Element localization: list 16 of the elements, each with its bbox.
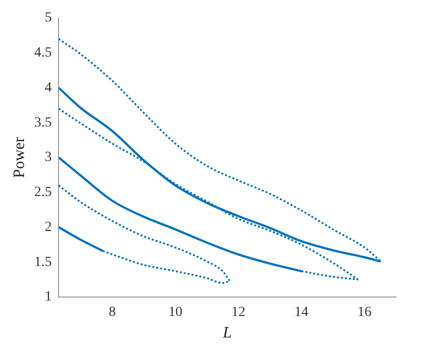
x-tick-label: 8 (108, 305, 116, 320)
y-tick-label: 5 (44, 10, 52, 26)
y-tick-label: 2 (44, 220, 52, 235)
y-tick-label: 3.5 (34, 115, 52, 130)
x-tick-label: 14 (294, 305, 308, 320)
y-tick-label: 2.5 (34, 185, 52, 200)
y-tick-label: 1.5 (34, 254, 52, 270)
x-tick-label: 10 (168, 305, 182, 320)
y-tick-label: 4 (44, 80, 52, 96)
y-axis-title: Power (10, 136, 28, 178)
y-tick-label: 4.5 (34, 46, 52, 61)
y-tick-label: 1 (44, 290, 52, 305)
x-axis-title: L (222, 324, 232, 342)
y-tick-label: 3 (44, 150, 52, 166)
x-tick-label: 16 (357, 305, 372, 320)
x-tick-label: 12 (231, 305, 246, 320)
